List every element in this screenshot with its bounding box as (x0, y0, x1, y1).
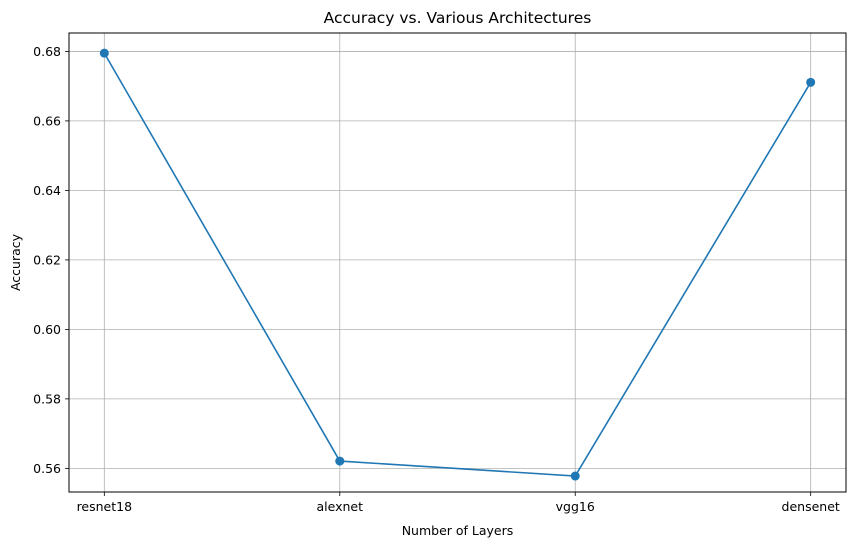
x-tick-label: vgg16 (556, 499, 595, 514)
y-axis-label: Accuracy (8, 233, 23, 291)
x-tick-label: resnet18 (77, 499, 133, 514)
y-tick-label: 0.60 (33, 322, 61, 337)
y-tick-label: 0.56 (33, 461, 61, 476)
data-point (806, 77, 816, 87)
y-tick-label: 0.62 (33, 252, 61, 267)
x-tick-label: alexnet (317, 499, 364, 514)
data-point (570, 471, 580, 481)
y-tick-label: 0.68 (33, 44, 61, 59)
chart-title: Accuracy vs. Various Architectures (324, 9, 592, 27)
series-line (103, 52, 812, 477)
y-axis-ticks: 0.56 0.58 0.60 0.62 0.64 0.66 0.68 (33, 44, 69, 476)
x-axis-label: Number of Layers (402, 523, 514, 538)
plot-area-frame (68, 32, 847, 493)
data-point (99, 48, 109, 58)
x-tick-label: densenet (782, 499, 840, 514)
y-tick-label: 0.58 (33, 391, 61, 406)
y-tick-label: 0.66 (33, 113, 61, 128)
grid (69, 33, 846, 492)
data-point (335, 456, 345, 466)
y-tick-label: 0.64 (33, 183, 61, 198)
series-accuracy (99, 48, 816, 481)
x-axis-ticks: resnet18 alexnet vgg16 densenet (77, 492, 840, 514)
